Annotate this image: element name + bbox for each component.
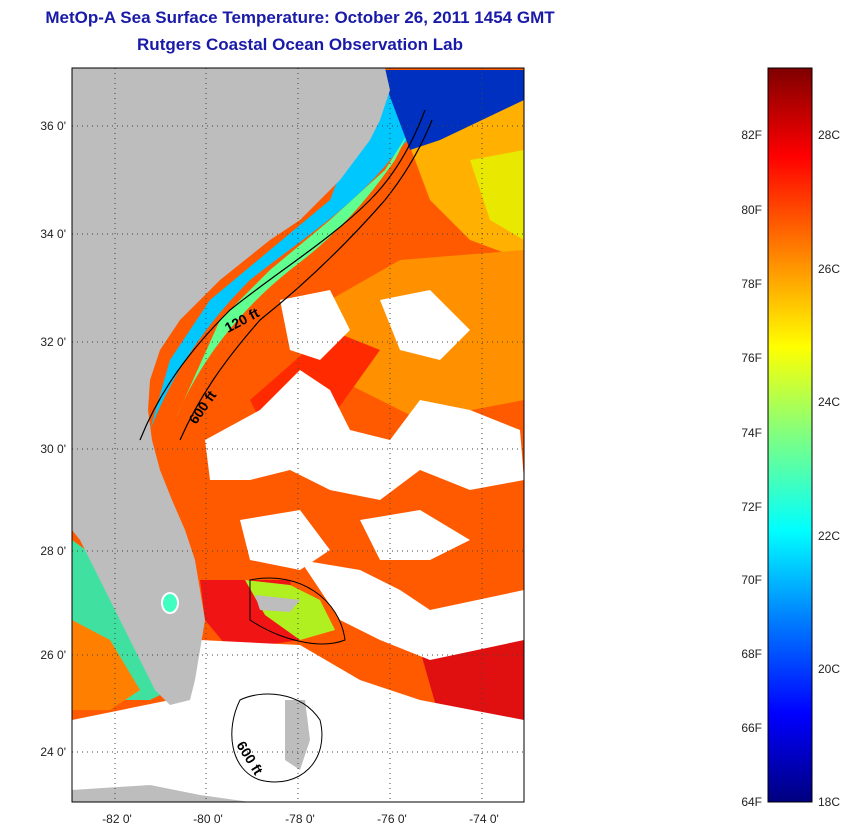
lat-label-26: 26 0' [40,648,66,662]
ocean-yellow-patch [470,150,524,240]
map-title: MetOp-A Sea Surface Temperature: October… [45,8,555,27]
map-subtitle: Rutgers Coastal Ocean Observation Lab [137,35,463,54]
cb-label-72f: 72F [741,500,762,514]
cb-label-70f: 70F [741,573,762,587]
ocean-red-patch-east [420,640,524,720]
cb-label-74f: 74F [741,426,762,440]
isobath-120ft [139,109,426,441]
cb-label-68f: 68F [741,647,762,661]
lat-label-32: 32 0' [40,335,66,349]
lon-label-74: -74 0' [469,812,499,826]
cb-label-22c: 22C [818,529,840,543]
cb-label-82f: 82F [741,128,762,142]
cb-label-76f: 76F [741,351,762,365]
cb-label-20c: 20C [818,662,840,676]
colorbar [767,67,813,803]
land-andros [285,700,310,770]
shelf-mid-water [175,130,410,420]
cb-label-78f: 78F [741,277,762,291]
cb-label-18c: 18C [818,795,840,809]
cb-label-24c: 24C [818,395,840,409]
grid-lines [72,68,524,802]
lat-label-36: 36 0' [40,119,66,133]
lon-label-82: -82 0' [102,812,132,826]
gulf-warm-water [72,620,140,710]
northern-cold-water [380,70,524,150]
land-grand-bahama [255,595,300,612]
cb-label-26c: 26C [818,262,840,276]
isobath-bahamas [231,693,323,783]
cb-label-28c: 28C [818,128,840,142]
cb-label-66f: 66F [741,721,762,735]
lon-label-78: -78 0' [285,812,315,826]
land-cuba [72,785,250,802]
cb-label-64f: 64F [741,795,762,809]
land-us-florida [72,68,390,705]
lon-label-76: -76 0' [377,812,407,826]
shelf-cold-water [150,70,445,430]
lat-label-28: 28 0' [40,544,66,558]
lat-label-34: 34 0' [40,227,66,241]
lat-label-30: 30 0' [40,442,66,456]
map-frame [71,67,525,803]
lat-label-24: 24 0' [40,745,66,759]
isobath-600ft [179,119,433,441]
lon-label-80: -80 0' [193,812,223,826]
cb-label-80f: 80F [741,203,762,217]
isobath-little-bahama [249,577,346,645]
lake-okeechobee [161,592,179,614]
